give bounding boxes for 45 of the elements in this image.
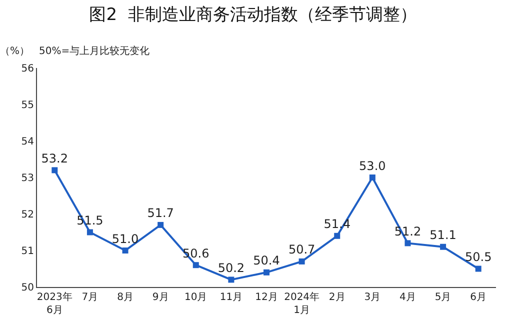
y-tick-label: 53 (21, 173, 34, 184)
x-tick-label: 11月 (220, 292, 243, 303)
data-label: 50.5 (464, 250, 492, 264)
data-label: 50.2 (218, 260, 245, 275)
x-tick-label: 2023年 6月 (36, 291, 72, 316)
data-label: 50.7 (288, 242, 316, 257)
point (122, 248, 128, 254)
point (440, 244, 446, 250)
y-tick-label: 50 (21, 282, 34, 294)
x-tick-label: 8月 (117, 292, 134, 303)
point (264, 269, 270, 276)
point (86, 229, 93, 236)
x-tick-label: 12月 (255, 292, 278, 303)
text: 50%=与上月比较无变化 (39, 45, 150, 57)
data-label: 51.1 (430, 228, 456, 242)
point (298, 258, 305, 264)
y-tick-label: 52 (21, 210, 34, 220)
x-tick-label: 7月 (82, 292, 98, 303)
point (158, 222, 164, 228)
chart-title: 图2 非制造业商务活动指数（经季节调整） (89, 5, 417, 26)
y-tick-label: 54 (21, 136, 34, 148)
point (334, 232, 340, 239)
x-tick-label: 6月 (470, 292, 487, 303)
x-tick-label: 3月 (364, 292, 381, 303)
y-tick-label: 51 (21, 246, 34, 257)
x-tick-label: 2月 (328, 292, 346, 303)
point (404, 240, 411, 246)
data-label: 51.7 (147, 206, 174, 220)
point (228, 276, 234, 283)
data-label: 53.0 (359, 158, 386, 173)
point (475, 266, 482, 272)
x-tick-label: 5月 (434, 292, 452, 303)
x-tick-label: 2024年 1月 (284, 291, 320, 316)
x-tick-label: 4月 (400, 292, 416, 303)
point (369, 174, 376, 180)
point (52, 167, 58, 174)
y-tick-label: 56 (21, 64, 34, 74)
data-label: 51.0 (112, 232, 139, 246)
point (192, 262, 199, 268)
y-tick-label: 55 (21, 100, 34, 111)
data-label: 53.2 (41, 151, 68, 166)
data-label: 50.4 (253, 254, 280, 268)
x-tick-label: 10月 (184, 292, 208, 303)
y-axis-title: （%） (0, 46, 30, 57)
x-tick-label: 9月 (152, 292, 169, 303)
